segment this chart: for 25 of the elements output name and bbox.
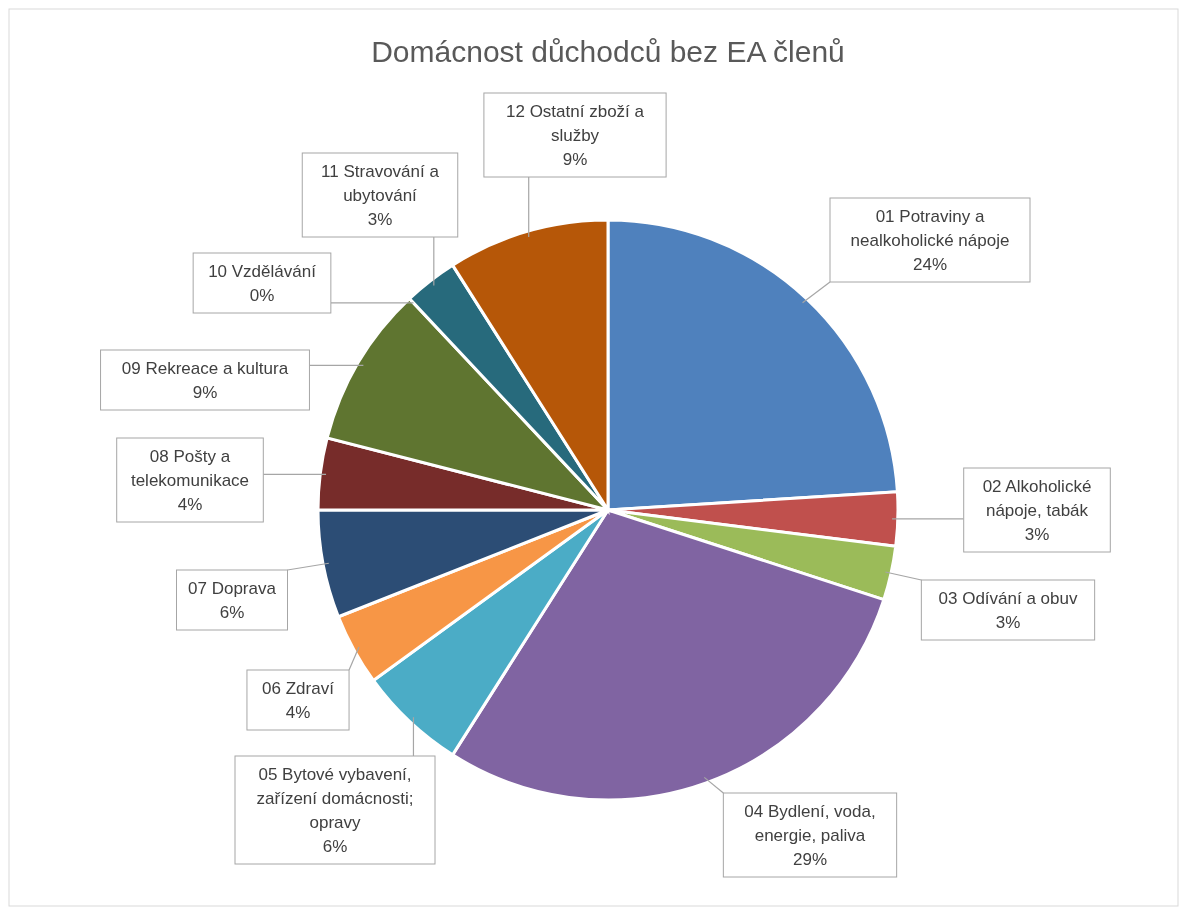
slice-label: 06 Zdraví (262, 679, 335, 698)
data-label: 6% (219, 603, 245, 622)
data-label: 3% (995, 613, 1021, 632)
data-label: 24% (912, 255, 948, 274)
data-label: 6% (322, 837, 348, 856)
category-label: 10 Vzdělávání (208, 262, 316, 281)
slice-label: 07 Doprava (188, 579, 277, 598)
slice-label: 01 Potraviny a nealkoholické nápoje (850, 207, 1010, 250)
data-label: 29% (792, 850, 828, 869)
text: 0% (249, 286, 275, 305)
slice-label: 12 Ostatní zboží a služby (506, 102, 645, 145)
chart-title: Domácnost důchodců bez EA členů (371, 35, 845, 68)
slice-label: 11 Stravování a ubytování (321, 162, 440, 205)
slice-label: 02 Alkoholické nápoje, tabák (982, 477, 1092, 520)
data-label: 9% (192, 383, 218, 402)
slice-label: 09 Rekreace a kultura (121, 359, 289, 378)
data-label: 3% (367, 210, 393, 229)
data-label: 4% (177, 495, 203, 514)
slice-label: 04 Bydlení, voda, energie, paliva (744, 802, 876, 845)
slice-label: 05 Bytové vybavení, zařízení domácnosti; opravy (256, 765, 414, 832)
data-label: 4% (285, 703, 311, 722)
data-label: 9% (562, 150, 588, 169)
slice-label: 03 Odívání a obuv (938, 589, 1078, 608)
slice-label: 08 Pošty a telekomunikace (130, 447, 250, 490)
data-label: 3% (1024, 525, 1050, 544)
